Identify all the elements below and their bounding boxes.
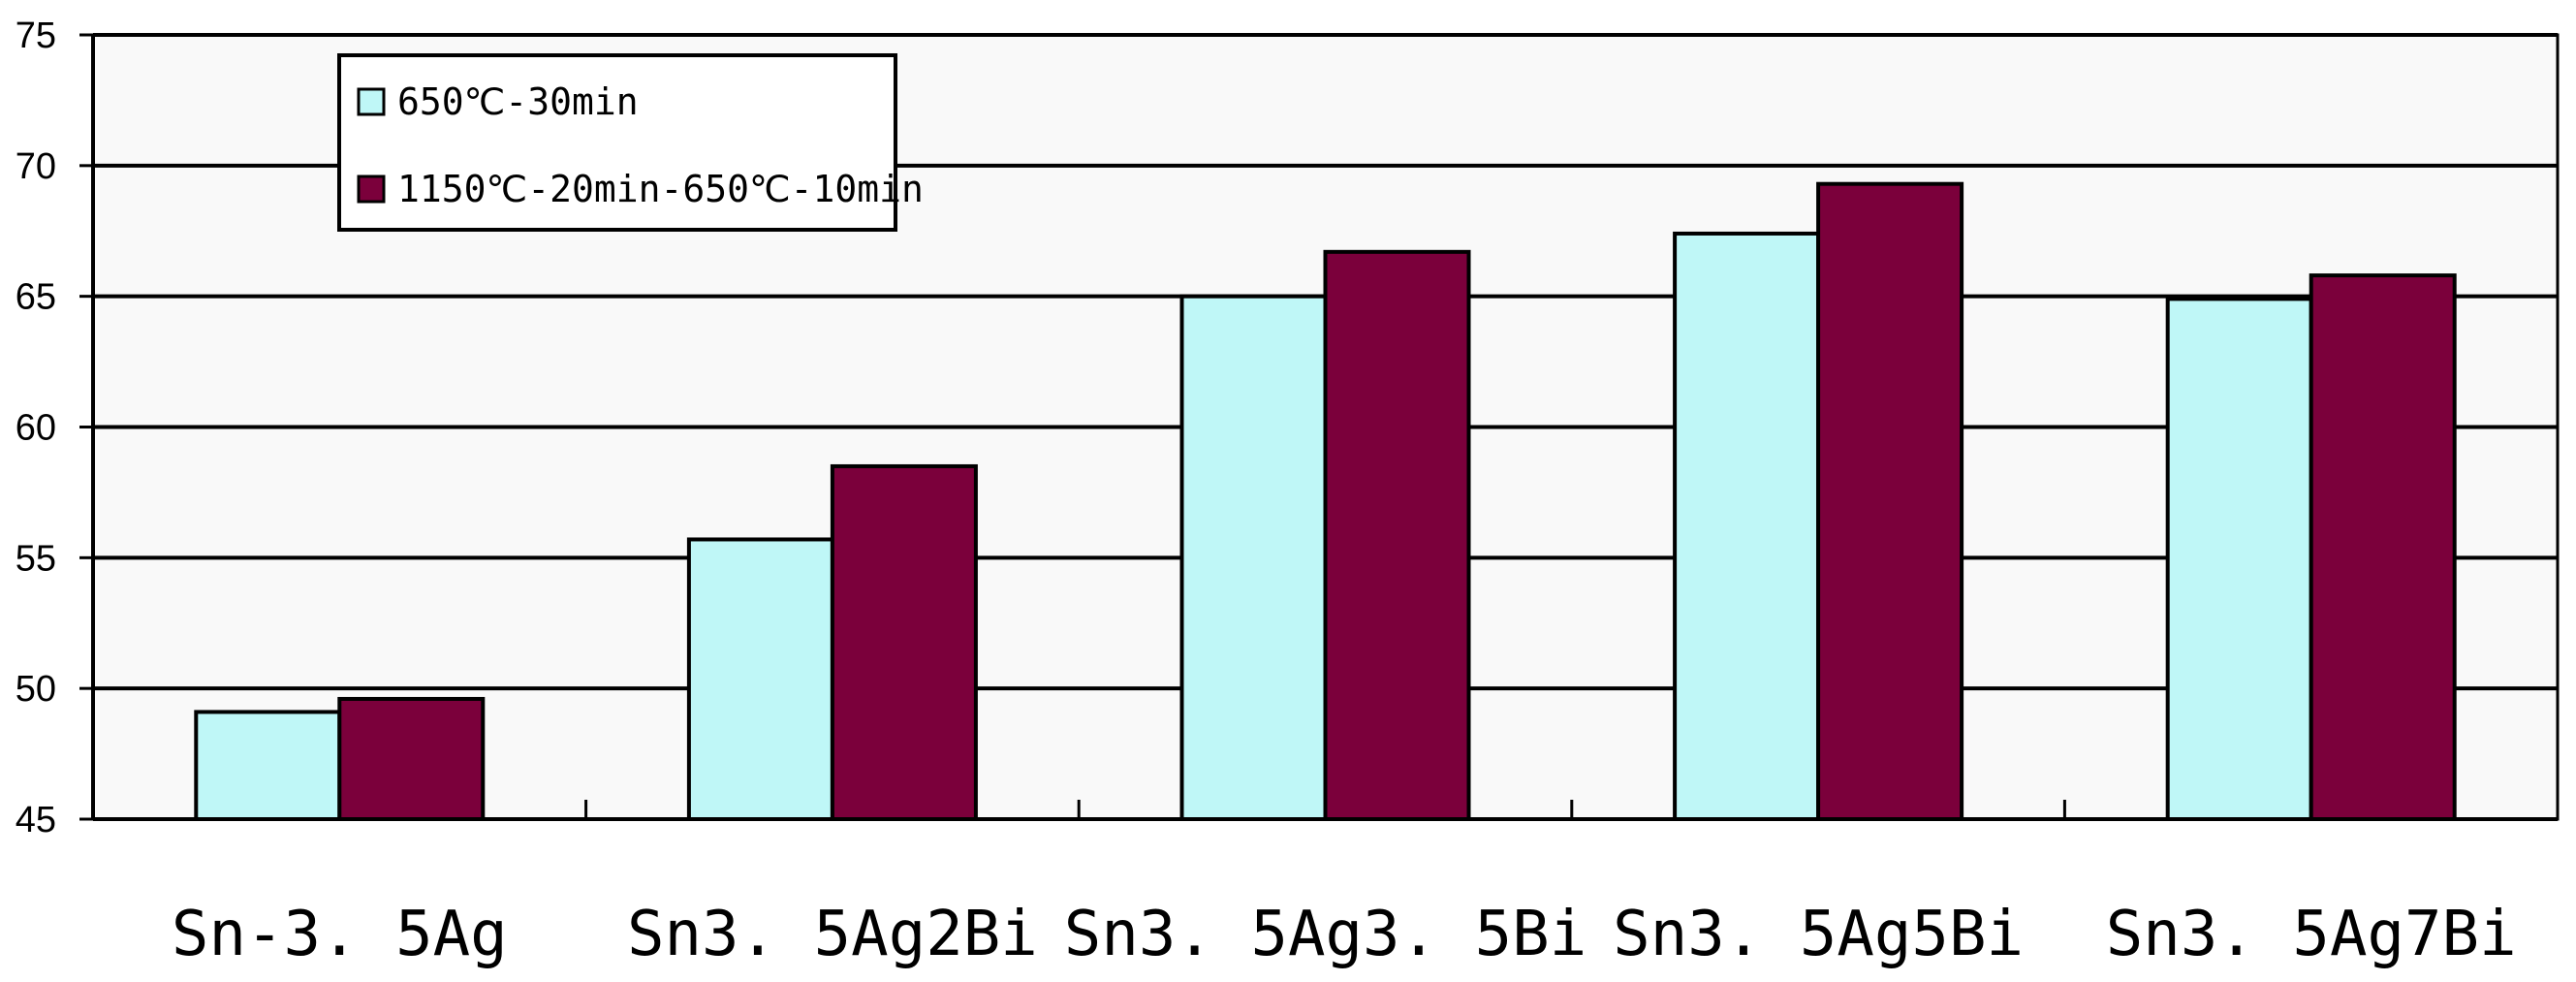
- bar-0-2: [1179, 294, 1328, 821]
- y-tick-label-70: 70: [16, 146, 56, 187]
- bar-1-4: [2309, 273, 2457, 821]
- y-tick-label-65: 65: [16, 277, 56, 318]
- legend-label-1: 1150℃-20min-650℃-10min: [397, 168, 924, 210]
- y-tick-label-50: 50: [16, 669, 56, 710]
- x-category-labels: Sn-3. 5Ag Sn3. 5Ag2Bi Sn3. 5Ag3. 5Bi Sn3. 5…: [172, 899, 2517, 970]
- legend-swatch-0: [357, 87, 386, 116]
- legend-box: [337, 53, 897, 232]
- bar-0-3: [1673, 231, 1821, 822]
- x-category-label-0: Sn-3. 5Ag: [172, 899, 508, 970]
- bar-1-3: [1816, 181, 1964, 821]
- x-category-label-4: Sn3. 5Ag7Bi: [2106, 899, 2517, 970]
- axes: [79, 33, 2558, 821]
- y-tick-label-45: 45: [16, 800, 56, 840]
- bar-0-0: [194, 710, 342, 821]
- bar-0-1: [686, 537, 834, 821]
- bars: [194, 181, 2457, 822]
- legend: 650℃-30min 1150℃-20min-650℃-10min: [337, 53, 924, 232]
- legend-swatch-1: [357, 174, 386, 204]
- y-tick-label-75: 75: [16, 16, 56, 56]
- y-tick-label-55: 55: [16, 538, 56, 579]
- y-tick-label-60: 60: [16, 408, 56, 449]
- bar-0-4: [2165, 297, 2313, 821]
- y-tick-labels: 45 50 55 60 65 70 75: [16, 16, 56, 840]
- bar-1-1: [830, 463, 978, 821]
- legend-label-0: 650℃-30min: [397, 80, 639, 123]
- x-category-label-2: Sn3. 5Ag3. 5Bi: [1064, 899, 1586, 970]
- bar-1-2: [1323, 249, 1471, 822]
- bar-1-0: [337, 696, 486, 821]
- x-category-label-1: Sn3. 5Ag2Bi: [627, 899, 1038, 970]
- x-category-label-3: Sn3. 5Ag5Bi: [1613, 899, 2024, 970]
